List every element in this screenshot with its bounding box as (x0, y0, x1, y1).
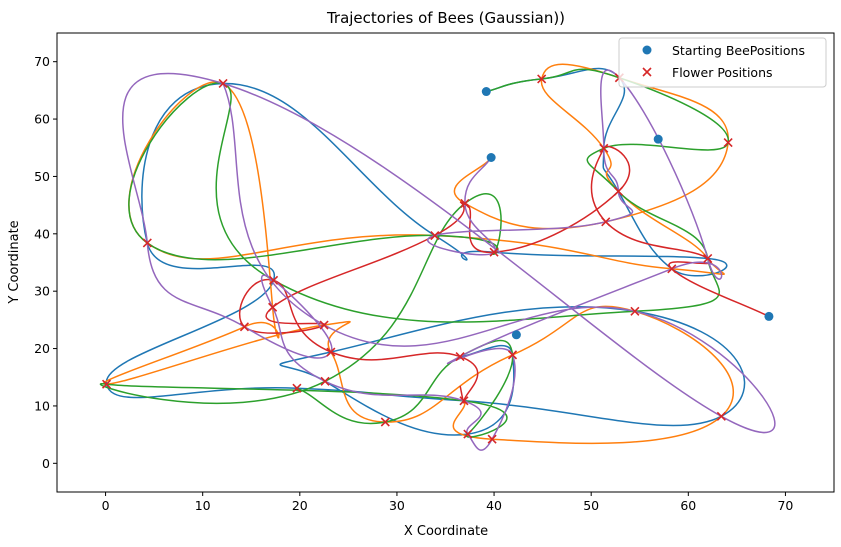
y-tick-label-60: 60 (34, 112, 50, 127)
y-axis-label: Y Coordinate (7, 220, 22, 304)
x-tick-label-20: 20 (292, 498, 308, 513)
flower-marker-9 (430, 230, 440, 241)
x-tick-label-60: 60 (680, 498, 696, 513)
y-tick-label-40: 40 (34, 226, 50, 241)
x-tick-label-10: 10 (195, 498, 211, 513)
flower-marker-2 (537, 74, 547, 84)
flower-marker-24 (507, 350, 518, 360)
start-point-3 (653, 134, 663, 144)
trajectory-line-1 (105, 67, 746, 436)
y-tick-label-20: 20 (34, 341, 50, 356)
flower-marker-12 (667, 264, 677, 274)
trajectory-line-2 (102, 63, 735, 445)
legend-box (618, 37, 827, 88)
flower-marker-11 (601, 217, 611, 227)
x-tick-label-70: 70 (777, 498, 793, 513)
y-tick-label-50: 50 (34, 169, 50, 184)
y-tick-label-0: 0 (42, 456, 50, 471)
flower-marker-26 (459, 396, 469, 406)
flower-marker-7 (460, 198, 470, 208)
flower-marker-1 (218, 78, 228, 89)
flower-marker-23 (455, 352, 465, 362)
trajectory-line-3 (99, 68, 729, 438)
flower-marker-27 (463, 429, 473, 439)
flower-marker-4 (723, 138, 733, 148)
flower-marker-21 (101, 379, 112, 389)
x-axis-label: X Coordinate (404, 524, 488, 539)
start-point-4 (764, 311, 774, 321)
axes: 0 10 20 30 40 50 60 70 0 10 20 30 40 50 60 70 (34, 32, 835, 513)
y-tick-label-10: 10 (34, 398, 50, 413)
x-tick-label-40: 40 (486, 498, 502, 513)
y-tick-label-30: 30 (34, 284, 50, 299)
flower-marker-19 (320, 376, 330, 386)
legend: Starting BeePositions Flower Positions (618, 37, 827, 88)
flower-marker-8 (142, 238, 152, 248)
flower-marker-20 (630, 306, 640, 316)
x-tick-label-30: 30 (389, 498, 405, 513)
flower-marker-5 (599, 143, 609, 153)
flower-marker-15 (239, 322, 250, 332)
flower-marker-25 (380, 417, 390, 427)
legend-start-label: Starting BeePositions (672, 43, 805, 58)
plot-area (99, 63, 776, 451)
flower-marker-29 (716, 411, 726, 421)
flower-marker-14 (269, 275, 279, 285)
flower-marker-28 (487, 434, 497, 444)
legend-start-marker (642, 45, 652, 55)
start-point-2 (486, 153, 496, 163)
start-point-1 (481, 87, 491, 97)
flower-marker-10 (489, 247, 499, 257)
legend-flower-marker (642, 67, 652, 77)
flower-marker-22 (292, 383, 302, 393)
flower-marker-18 (326, 347, 336, 357)
flower-marker-13 (703, 253, 713, 264)
flower-marker-17 (319, 320, 329, 330)
flower-marker-6 (613, 186, 623, 196)
x-tick-label-50: 50 (583, 498, 599, 513)
chart-title: Trajectories of Bees (Gaussian)) (326, 9, 565, 27)
plot-frame (56, 32, 835, 493)
start-point-5 (511, 330, 521, 340)
x-tick-label-0: 0 (102, 498, 110, 513)
flower-marker-16 (268, 302, 278, 312)
legend-flower-label: Flower Positions (672, 65, 773, 80)
y-tick-label-70: 70 (34, 54, 50, 69)
